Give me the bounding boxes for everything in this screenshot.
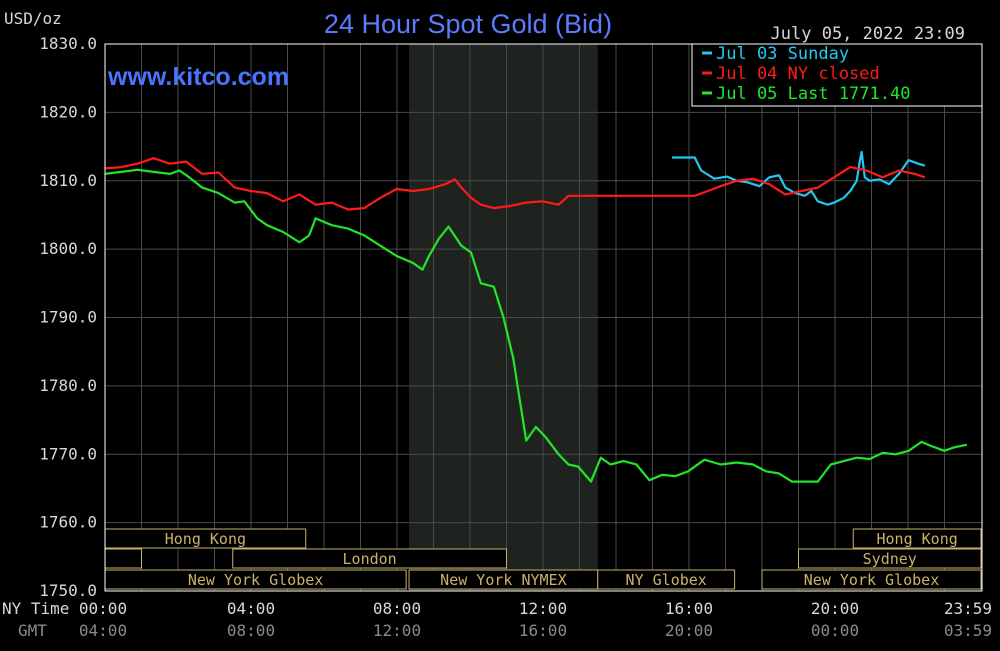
timestamp: July 05, 2022 23:09	[771, 24, 965, 44]
legend-label-jul04: Jul 04 NY closed	[716, 64, 880, 84]
x-tick-label-ny: 20:00	[811, 599, 859, 618]
price-series	[104, 150, 968, 483]
legend-label-jul03: Jul 03 Sunday	[716, 44, 849, 64]
grid	[105, 44, 982, 591]
legend-label-jul05: Jul 05 Last 1771.40	[716, 84, 910, 104]
trading-sessions: Hong Kong Hong Kong London Sydney New York G…	[104, 528, 982, 590]
x-tick-label-gmt: 20:00	[665, 621, 713, 640]
x-tick-label-gmt: 04:00	[79, 621, 127, 640]
y-axis-label: USD/oz	[4, 9, 62, 28]
series-line-1	[104, 157, 926, 211]
x-tick-label-gmt: 00:00	[811, 621, 859, 640]
y-axis: 1830.0 1820.0 1810.0 1800.0 1790.0 1780.0 1770…	[39, 34, 97, 600]
chart-title: 24 Hour Spot Gold (Bid)	[324, 9, 612, 39]
x-tick-label-gmt: 08:00	[227, 621, 275, 640]
x-tick-label-gmt: 03:59	[944, 621, 992, 640]
y-tick-label: 1800.0	[39, 239, 97, 258]
session-label: Sydney	[863, 550, 917, 568]
session-label: New York Globex	[804, 571, 939, 589]
y-tick-label: 1810.0	[39, 171, 97, 190]
y-tick-label: 1820.0	[39, 102, 97, 121]
x-tick-label-gmt: 16:00	[519, 621, 567, 640]
session-label: New York NYMEX	[440, 571, 566, 589]
session-bar	[104, 548, 142, 569]
x-axis-gmt-label: GMT	[18, 621, 47, 640]
x-tick-label-ny: 04:00	[227, 599, 275, 618]
series-line-0	[672, 150, 926, 206]
x-tick-label-ny: 16:00	[665, 599, 713, 618]
x-tick-label-gmt: 12:00	[373, 621, 421, 640]
y-tick-label: 1790.0	[39, 308, 97, 327]
legend-box	[691, 43, 983, 107]
session-bar	[232, 548, 507, 569]
x-tick-label-ny: 12:00	[519, 599, 567, 618]
series-line-2	[104, 168, 968, 483]
session-label: NY Globex	[626, 571, 707, 589]
y-tick-label: 1760.0	[39, 513, 97, 532]
session-bar	[798, 548, 982, 569]
legend: Jul 03 Sunday Jul 04 NY closed Jul 05 La…	[691, 43, 983, 107]
x-tick-label-ny: 00:00	[79, 599, 127, 618]
session-bar	[597, 569, 736, 590]
y-tick-label: 1830.0	[39, 34, 97, 53]
x-axis: 00:00 04:00 04:00 08:00 08:00 12:00 12:00 16:00…	[79, 599, 992, 640]
y-tick-label: 1780.0	[39, 376, 97, 395]
y-tick-label: 1770.0	[39, 444, 97, 463]
x-tick-label-ny: 23:59	[944, 599, 992, 618]
x-tick-label-ny: 08:00	[373, 599, 421, 618]
session-label: Hong Kong	[876, 530, 957, 548]
session-bar	[852, 528, 982, 549]
session-label: London	[343, 550, 397, 568]
x-axis-ny-label: NY Time	[2, 599, 69, 618]
session-label: Hong Kong	[165, 530, 246, 548]
session-label: New York Globex	[188, 571, 323, 589]
watermark: www.kitco.com	[107, 63, 289, 91]
plot-frame	[104, 43, 983, 592]
y-tick-label: 1750.0	[39, 581, 97, 600]
session-bar	[761, 569, 982, 590]
